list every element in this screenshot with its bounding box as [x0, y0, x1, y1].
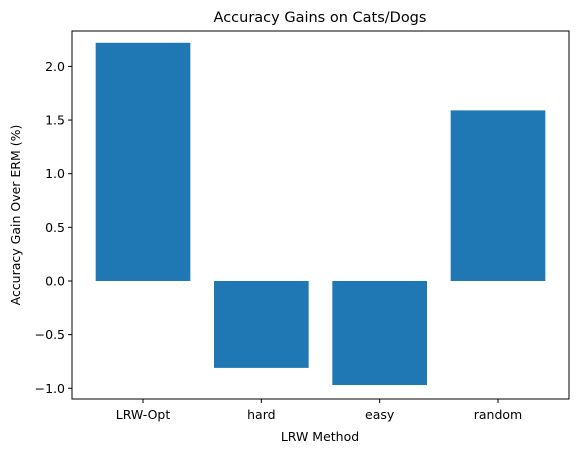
x-tick-label: easy — [365, 407, 395, 422]
bar-hard — [214, 281, 309, 368]
x-tick-label: hard — [247, 407, 275, 422]
y-tick-label: 1.0 — [45, 166, 65, 181]
bar-lrw-opt — [96, 43, 191, 281]
y-tick-label: 1.5 — [45, 113, 65, 128]
x-tick-label: LRW-Opt — [116, 407, 171, 422]
y-tick-label: 2.0 — [45, 59, 65, 74]
y-tick-label: 0.0 — [45, 273, 65, 288]
chart-title: Accuracy Gains on Cats/Dogs — [214, 10, 427, 26]
y-axis-label: Accuracy Gain Over ERM (%) — [8, 125, 23, 306]
bar-easy — [332, 281, 427, 385]
y-tick-label: −1.0 — [35, 381, 65, 396]
x-tick-label: random — [474, 407, 522, 422]
bar-random — [451, 110, 546, 281]
x-axis-label: LRW Method — [281, 429, 359, 444]
y-tick-label: 0.5 — [45, 220, 65, 235]
y-tick-label: −0.5 — [35, 327, 65, 342]
